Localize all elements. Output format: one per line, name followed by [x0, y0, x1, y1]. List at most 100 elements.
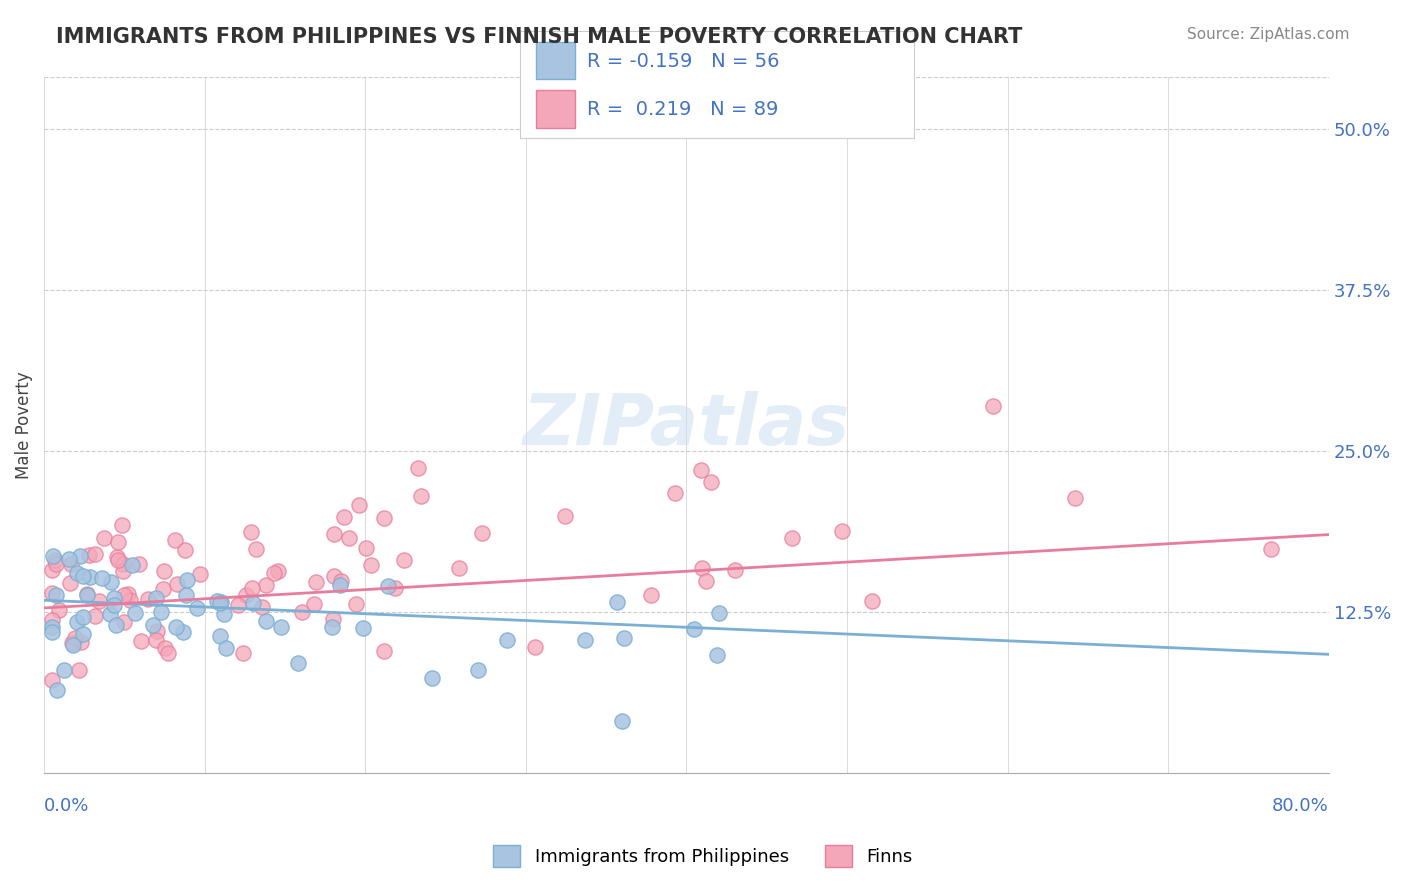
Point [242, 596, 264, 610]
Text: R =  0.219   N = 89: R = 0.219 N = 89 [588, 100, 779, 119]
Point [228, 599, 250, 613]
Point [157, 646, 180, 660]
Point [111, 564, 134, 578]
Point [63, 631, 86, 645]
Point [52, 663, 75, 677]
Point [45, 588, 67, 602]
Point [136, 591, 159, 606]
Point [420, 671, 443, 685]
Text: ZIPatlas: ZIPatlas [523, 391, 851, 459]
Point [574, 632, 596, 647]
Point [153, 640, 176, 655]
Point [176, 573, 198, 587]
Legend: Immigrants from Philippines, Finns: Immigrants from Philippines, Finns [486, 838, 920, 874]
Point [208, 629, 231, 643]
Point [329, 578, 352, 592]
Point [112, 588, 135, 602]
Point [406, 460, 429, 475]
Point [166, 577, 188, 591]
Point [377, 579, 399, 593]
Text: 80.0%: 80.0% [1272, 797, 1329, 815]
Point [695, 574, 717, 588]
Point [89, 593, 111, 607]
Point [103, 599, 125, 613]
Point [152, 564, 174, 578]
Point [152, 582, 174, 597]
Point [41, 613, 63, 627]
Point [323, 569, 346, 583]
Point [239, 524, 262, 539]
Point [373, 644, 395, 658]
Y-axis label: Male Poverty: Male Poverty [15, 371, 32, 479]
Point [1260, 541, 1282, 556]
Point [72, 610, 94, 624]
Text: R = -0.159   N = 56: R = -0.159 N = 56 [588, 52, 780, 70]
Point [117, 587, 139, 601]
Point [690, 462, 713, 476]
Point [302, 597, 325, 611]
Point [44, 553, 66, 567]
Point [186, 601, 208, 615]
Point [524, 640, 547, 654]
Text: Source: ZipAtlas.com: Source: ZipAtlas.com [1187, 27, 1350, 42]
Point [145, 591, 167, 606]
Point [640, 588, 662, 602]
Point [467, 663, 489, 677]
Point [42, 549, 65, 564]
Point [831, 524, 853, 538]
Point [41, 586, 63, 600]
Point [66, 615, 89, 629]
Point [495, 633, 517, 648]
Point [606, 595, 628, 609]
Point [41, 673, 63, 687]
Point [332, 509, 354, 524]
Point [232, 646, 254, 660]
Point [79, 548, 101, 562]
Point [344, 598, 367, 612]
Point [58, 551, 80, 566]
Point [263, 566, 285, 580]
Point [723, 563, 745, 577]
Point [1064, 491, 1087, 506]
Point [120, 593, 142, 607]
Point [305, 574, 328, 589]
Point [112, 557, 135, 571]
Point [250, 599, 273, 614]
Point [58, 576, 80, 591]
Point [112, 615, 135, 629]
Point [41, 620, 63, 634]
Point [129, 634, 152, 648]
Point [330, 574, 353, 588]
Point [690, 560, 713, 574]
Point [447, 561, 470, 575]
Point [121, 558, 143, 573]
Point [706, 648, 728, 662]
Point [174, 542, 197, 557]
Point [613, 632, 636, 646]
Point [128, 558, 150, 572]
Point [93, 531, 115, 545]
Point [245, 541, 267, 556]
Point [72, 627, 94, 641]
Point [208, 596, 231, 610]
Point [612, 714, 634, 729]
Point [107, 535, 129, 549]
Point [60, 557, 83, 571]
Point [214, 607, 236, 621]
Point [352, 621, 374, 635]
Point [347, 498, 370, 512]
Text: IMMIGRANTS FROM PHILIPPINES VS FINNISH MALE POVERTY CORRELATION CHART: IMMIGRANTS FROM PHILIPPINES VS FINNISH M… [56, 27, 1022, 46]
Point [45, 557, 67, 571]
Point [240, 581, 263, 595]
Point [254, 615, 277, 629]
Point [392, 552, 415, 566]
Point [150, 606, 173, 620]
Point [235, 588, 257, 602]
Point [62, 638, 84, 652]
Point [682, 622, 704, 636]
Point [41, 624, 63, 639]
Point [66, 566, 89, 580]
Point [321, 620, 343, 634]
Point [188, 566, 211, 581]
Point [163, 533, 186, 548]
